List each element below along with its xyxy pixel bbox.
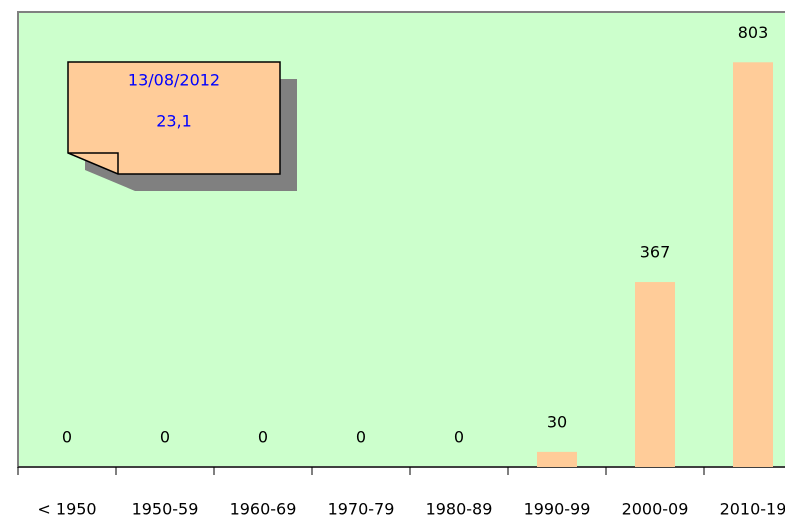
marks: 0 < 1950 0 1950-59 0 1960-69 0 1970-79 0 1980-89 3… [17,23,785,519]
note-value: 23,1 [156,112,192,131]
bar [635,282,675,467]
bar [733,62,773,468]
data-label: 0 [454,428,464,447]
data-label: 367 [640,243,671,262]
bar [537,451,577,467]
note-date: 13/08/2012 [128,71,220,90]
x-tick-label: 1980-89 [426,500,493,519]
x-tick-label: 1950-59 [132,500,199,519]
data-label: 0 [258,428,268,447]
x-tick-label: 1970-79 [328,500,395,519]
x-tick-label: 2010-19 [720,500,785,519]
x-tick-label: < 1950 [37,500,96,519]
data-label: 30 [547,412,567,431]
data-label: 803 [738,23,769,42]
x-tick-label: 1960-69 [230,500,297,519]
note-box [67,61,281,175]
x-tick-label: 2000-09 [622,500,689,519]
data-label: 0 [160,428,170,447]
data-label: 0 [62,428,72,447]
x-tick-label: 1990-99 [524,500,591,519]
note-fold [68,152,119,174]
data-label: 0 [356,428,366,447]
